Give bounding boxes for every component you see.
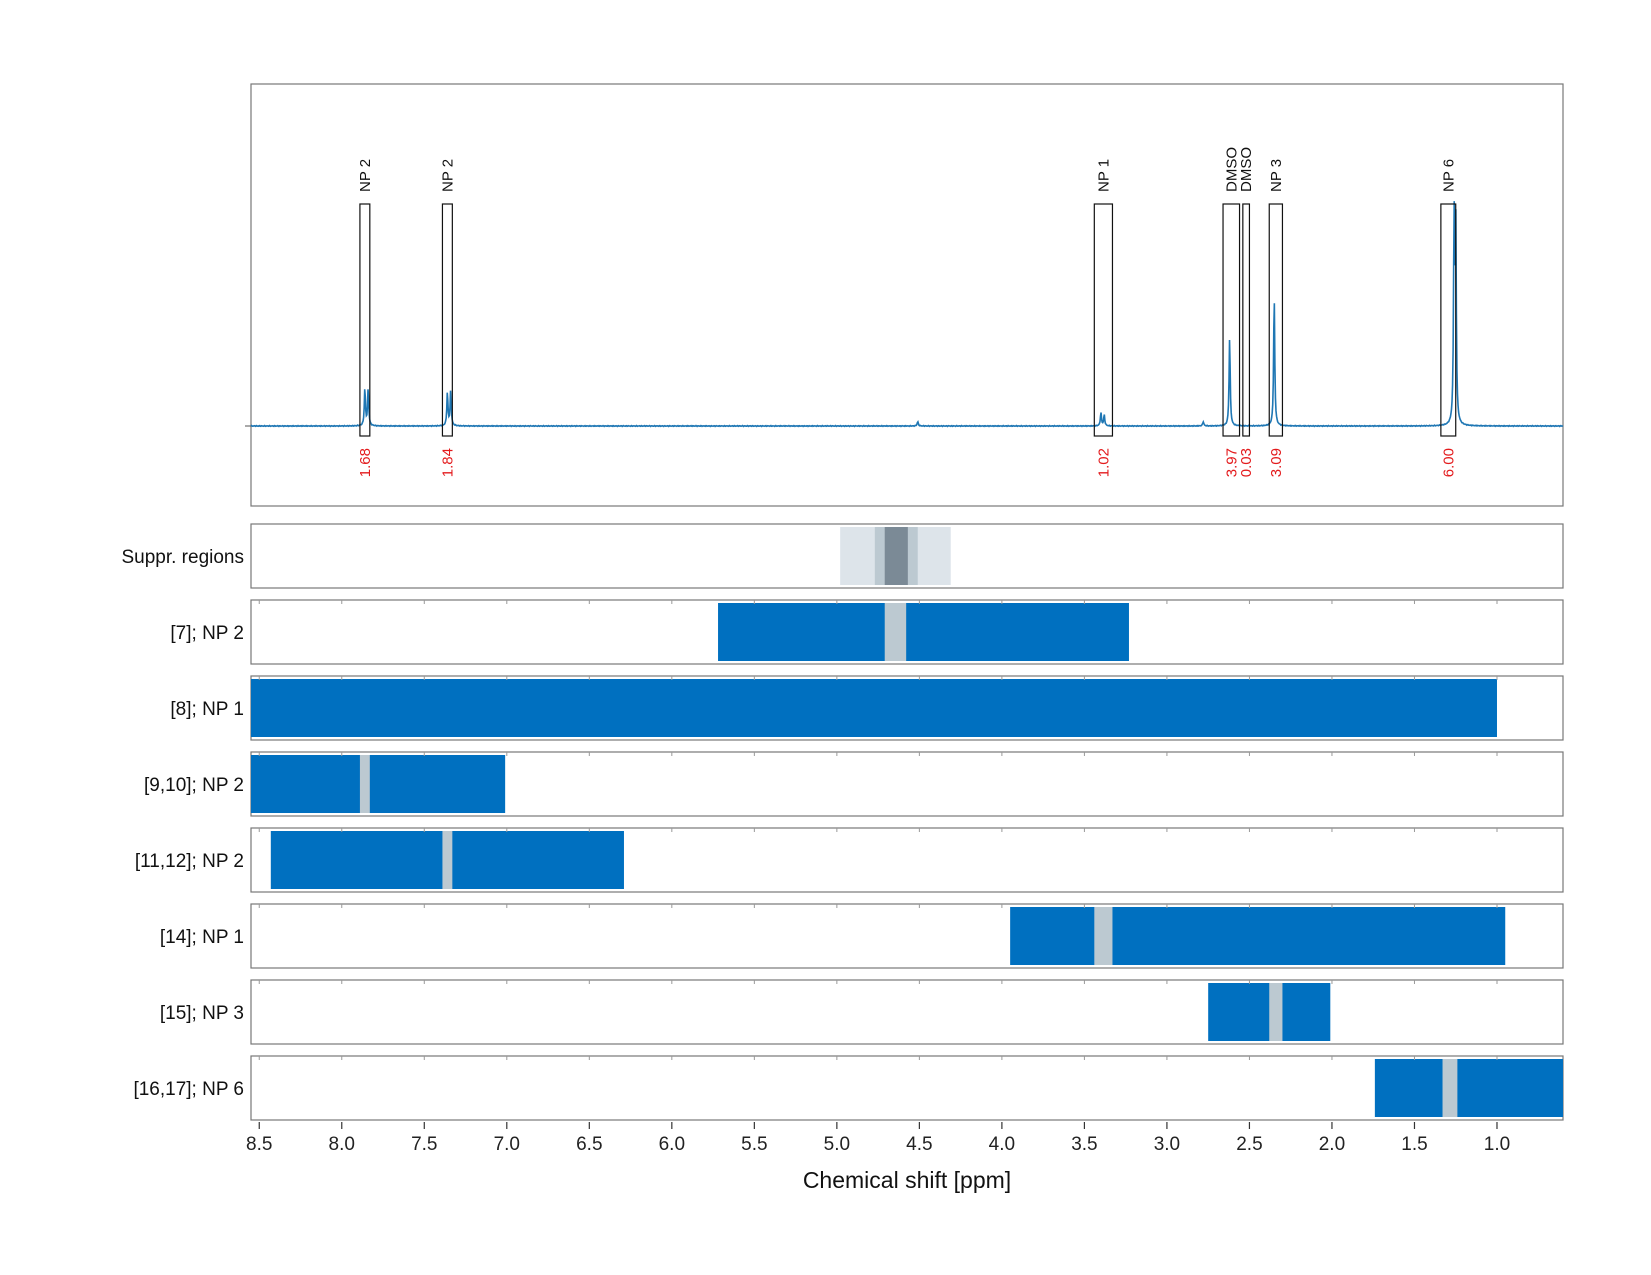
x-tick-label: 1.0 xyxy=(1484,1134,1510,1155)
spectrum-line xyxy=(250,201,1564,428)
peak-label: DMSO xyxy=(1223,147,1240,192)
x-tick-label: 2.0 xyxy=(1319,1134,1345,1155)
peak-label: NP 1 xyxy=(1095,159,1112,192)
region-gap xyxy=(1094,907,1113,965)
region-row-frame xyxy=(250,979,1564,1045)
spectrum-frame xyxy=(250,83,1564,507)
region-gap xyxy=(1269,983,1283,1041)
integral-value: 0.03 xyxy=(1238,448,1255,477)
x-tick-label: 3.5 xyxy=(1071,1134,1097,1155)
region-bar xyxy=(1010,907,1506,965)
suppr-band xyxy=(884,527,908,585)
x-tick-label: 5.0 xyxy=(824,1134,850,1155)
peak-box xyxy=(359,203,371,437)
suppr-row-label: Suppr. regions xyxy=(121,547,244,568)
peak-box xyxy=(1093,203,1114,437)
peak-label: NP 6 xyxy=(1440,159,1457,192)
region-bar xyxy=(1374,1059,1563,1117)
peak-box xyxy=(441,203,453,437)
x-axis: 8.5 8.0 7.5 7.0 6.5 6.0 5.5 5.0 4.5 4.0 3.5 3.0 2.5 2… xyxy=(246,1122,1510,1155)
region-bar xyxy=(718,603,1129,661)
x-tick-label: 7.0 xyxy=(494,1134,520,1155)
region-row-label: [9,10]; NP 2 xyxy=(144,775,244,796)
x-tick-label: 6.5 xyxy=(576,1134,602,1155)
region-row-label: [14]; NP 1 xyxy=(160,927,244,948)
integral-value: 1.02 xyxy=(1095,448,1112,477)
peak-label: NP 3 xyxy=(1268,159,1285,192)
region-row-label: [7]; NP 2 xyxy=(170,623,244,644)
peak-label: DMSO xyxy=(1238,147,1255,192)
integral-value: 1.68 xyxy=(357,448,374,477)
integral-value: 6.00 xyxy=(1440,448,1457,477)
region-row-label: [16,17]; NP 6 xyxy=(133,1079,244,1100)
region-gap xyxy=(359,755,370,813)
peak-label: NP 2 xyxy=(439,159,456,192)
region-row-frame xyxy=(250,1055,1564,1121)
peak-box xyxy=(1268,203,1284,437)
spectrum-panel: NP 2 1.68 NP 2 1.84 NP 1 1.02 DMSO 3.97 DMSO 0.03… xyxy=(245,83,1564,507)
x-tick-label: 7.5 xyxy=(411,1134,437,1155)
region-gap xyxy=(442,831,453,889)
region-bar xyxy=(251,755,506,813)
region-gap xyxy=(884,603,907,661)
region-gap xyxy=(1442,1059,1458,1117)
x-axis-title: Chemical shift [ppm] xyxy=(803,1167,1011,1193)
region-row-label: [8]; NP 1 xyxy=(170,699,244,720)
x-tick-label: 8.0 xyxy=(329,1134,355,1155)
x-tick-label: 1.5 xyxy=(1401,1134,1427,1155)
x-tick-label: 3.0 xyxy=(1154,1134,1180,1155)
region-row-label: [15]; NP 3 xyxy=(160,1003,244,1024)
peak-box xyxy=(1242,203,1251,437)
peak-box xyxy=(1440,203,1457,437)
integral-value: 3.09 xyxy=(1268,448,1285,477)
region-bar xyxy=(251,679,1497,737)
integral-value: 3.97 xyxy=(1223,448,1240,477)
region-row-label: [11,12]; NP 2 xyxy=(135,851,244,872)
x-tick-label: 2.5 xyxy=(1236,1134,1262,1155)
x-tick-label: 5.5 xyxy=(741,1134,767,1155)
x-tick-label: 8.5 xyxy=(246,1134,272,1155)
peak-label: NP 2 xyxy=(357,159,374,192)
integral-value: 1.84 xyxy=(439,448,456,477)
region-rows: Suppr. regions [7]; NP 2 [8]; NP 1 [9,10]; … xyxy=(121,523,1564,1121)
x-tick-label: 4.0 xyxy=(989,1134,1015,1155)
x-tick-label: 4.5 xyxy=(906,1134,932,1155)
peak-box xyxy=(1222,203,1241,437)
x-tick-label: 6.0 xyxy=(659,1134,685,1155)
